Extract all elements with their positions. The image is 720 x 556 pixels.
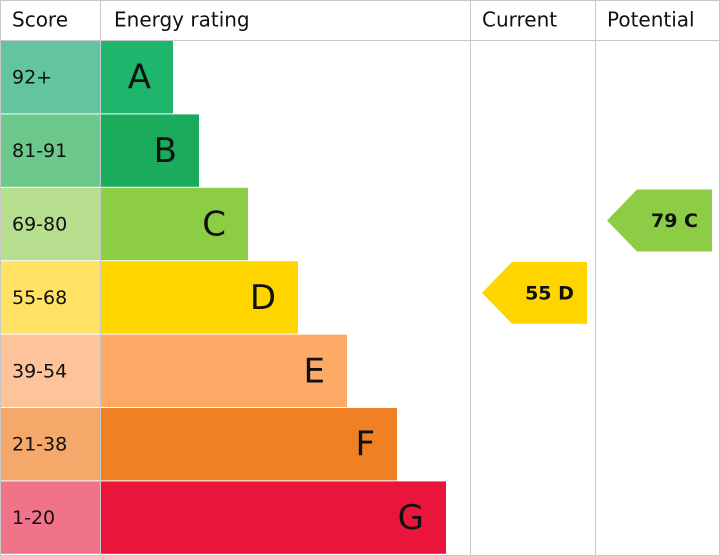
- score-range: 39-54: [12, 360, 67, 382]
- rating-bar: [101, 408, 397, 481]
- score-cell: [1, 408, 100, 481]
- score-range: 81-91: [12, 140, 67, 162]
- score-cell: [1, 334, 100, 407]
- current-arrow: [482, 261, 587, 324]
- rating-letter: D: [250, 278, 276, 318]
- score-range: 92+: [12, 67, 52, 89]
- score-range: 55-68: [12, 287, 67, 309]
- rating-bar: [101, 261, 298, 334]
- rating-letter: G: [398, 498, 424, 538]
- column-header: Potential: [607, 8, 695, 32]
- score-range: 1-20: [12, 507, 55, 529]
- potential-arrow: [607, 189, 712, 252]
- rating-letter: C: [202, 205, 226, 245]
- rating-letter: B: [154, 131, 177, 171]
- current-label: 55 D: [525, 282, 574, 304]
- rating-letter: E: [304, 351, 325, 391]
- rating-bar: [101, 41, 173, 114]
- column-header: Energy rating: [114, 8, 250, 32]
- rating-bar: [101, 334, 347, 407]
- column-header: Score: [12, 8, 68, 32]
- score-cell: [1, 481, 100, 554]
- score-cell: [1, 261, 100, 334]
- potential-label: 79 C: [651, 210, 698, 232]
- score-cell: [1, 114, 100, 187]
- score-range: 69-80: [12, 214, 67, 236]
- rating-letter: A: [128, 58, 151, 98]
- rating-bar: [101, 481, 446, 554]
- score-cell: [1, 187, 100, 261]
- column-header: Current: [482, 8, 557, 32]
- score-range: 21-38: [12, 434, 67, 456]
- rating-letter: F: [355, 425, 375, 465]
- rating-bar: [101, 114, 199, 187]
- rating-bar: [101, 187, 248, 261]
- score-cell: [1, 41, 100, 114]
